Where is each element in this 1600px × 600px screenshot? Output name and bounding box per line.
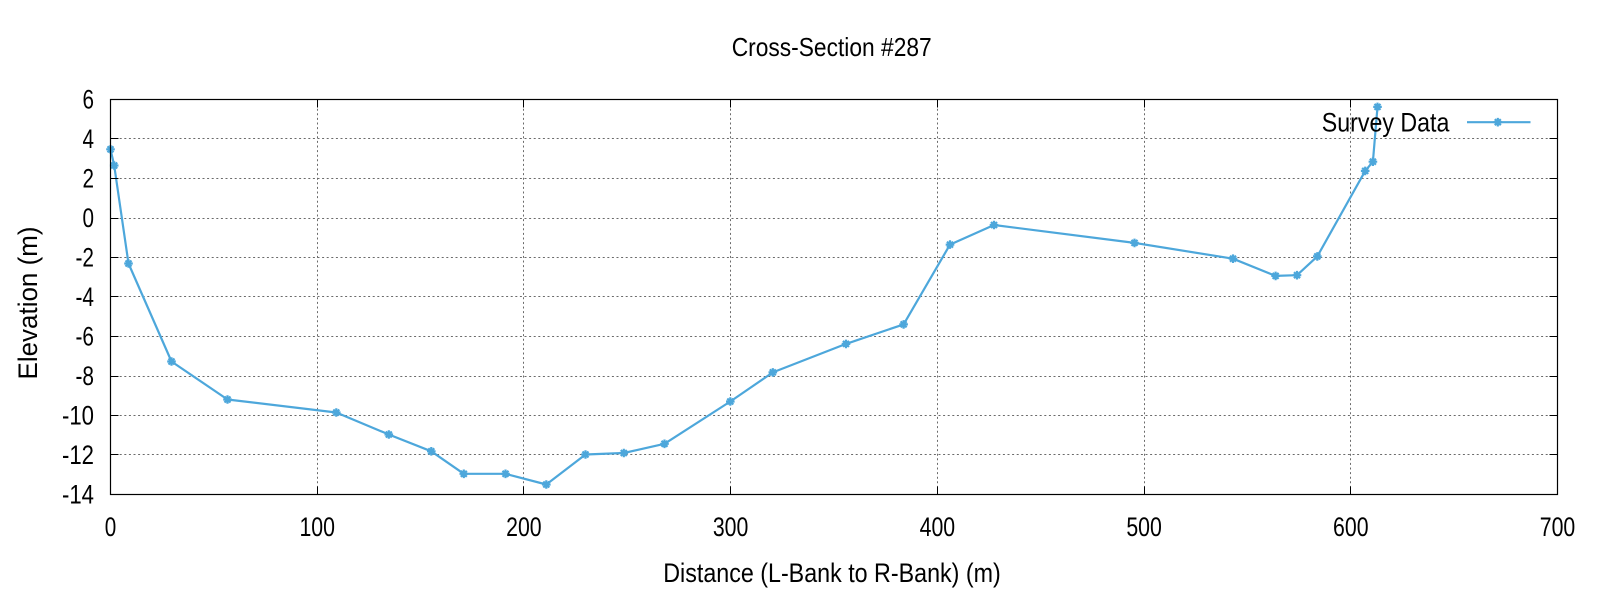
svg-text:-8: -8 — [76, 361, 95, 391]
svg-text:-6: -6 — [76, 322, 95, 352]
svg-text:-14: -14 — [62, 480, 94, 510]
svg-text:6: 6 — [83, 85, 95, 115]
svg-text:400: 400 — [920, 512, 956, 542]
svg-text:4: 4 — [83, 124, 95, 154]
svg-text:-12: -12 — [62, 440, 94, 470]
svg-text:0: 0 — [105, 512, 117, 542]
svg-text:-4: -4 — [76, 282, 95, 312]
svg-text:Cross-Section #287: Cross-Section #287 — [732, 32, 932, 62]
svg-text:200: 200 — [506, 512, 542, 542]
svg-text:500: 500 — [1126, 512, 1162, 542]
svg-text:0: 0 — [83, 203, 95, 233]
svg-text:100: 100 — [299, 512, 335, 542]
svg-text:-10: -10 — [62, 401, 94, 431]
svg-text:Survey Data: Survey Data — [1322, 107, 1450, 137]
svg-text:Distance (L-Bank to R-Bank) (m: Distance (L-Bank to R-Bank) (m) — [663, 558, 1001, 588]
svg-text:300: 300 — [713, 512, 749, 542]
svg-text:600: 600 — [1333, 512, 1369, 542]
svg-text:2: 2 — [83, 164, 95, 194]
svg-text:-2: -2 — [76, 243, 95, 273]
svg-text:Elevation (m): Elevation (m) — [13, 227, 43, 380]
svg-text:700: 700 — [1540, 512, 1576, 542]
